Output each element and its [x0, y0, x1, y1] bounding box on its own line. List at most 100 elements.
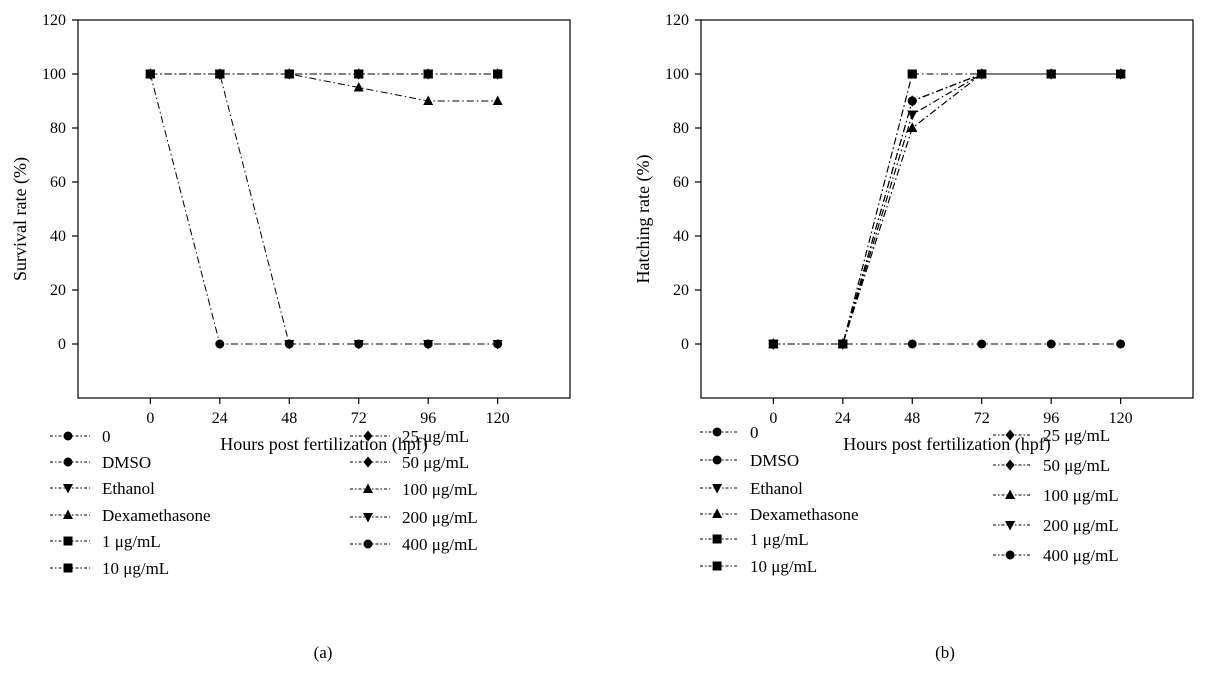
legend-marker [1005, 521, 1016, 531]
data-point [423, 339, 433, 349]
legend-marker [712, 455, 722, 465]
y-tick-label: 40 [50, 228, 66, 245]
x-tick-label: 96 [1043, 410, 1059, 427]
legend-entry: 200 μg/mL [993, 516, 1119, 535]
chart-panel-a: 0 20 40 60 80 100 120 0 24 48 72 96 120 Hours post fe… [10, 12, 571, 662]
data-point [214, 70, 225, 80]
legend-entry: 400 μg/mL [993, 546, 1119, 565]
series-4 [768, 68, 1126, 348]
series-line [150, 73, 498, 345]
series-6 [768, 69, 1126, 349]
series-line [773, 73, 1121, 345]
legend-entry: 1 μg/mL [50, 532, 161, 551]
legend-entry: 0 [700, 423, 759, 442]
legend-entry: Ethanol [50, 479, 155, 498]
legend-marker [1005, 459, 1015, 471]
legend-label: 400 μg/mL [1043, 546, 1119, 565]
legend-marker [363, 430, 373, 442]
x-tick-label: 24 [212, 410, 228, 427]
y-tick-label: 60 [673, 174, 689, 191]
legend-entry: 25 μg/mL [350, 427, 469, 446]
data-point [423, 95, 434, 105]
x-tick-label: 24 [835, 410, 851, 427]
legend-label: 100 μg/mL [1043, 486, 1119, 505]
y-tick-label: 60 [50, 174, 66, 191]
data-point [1046, 339, 1056, 349]
series-3 [145, 70, 503, 80]
data-point [977, 339, 987, 349]
legend-marker [712, 561, 722, 571]
legend-entry: 50 μg/mL [350, 453, 469, 472]
legend-entry: 25 μg/mL [993, 426, 1110, 445]
x-tick-label: 120 [1109, 410, 1133, 427]
series-10 [145, 70, 503, 350]
x-tick-label: 120 [486, 410, 510, 427]
legend-label: 25 μg/mL [1043, 426, 1110, 445]
legend-label: 0 [102, 427, 111, 446]
data-point [215, 339, 225, 349]
legend-marker [712, 427, 722, 437]
legend-marker [1005, 429, 1015, 441]
data-point [838, 339, 848, 349]
x-tick-label: 0 [769, 410, 777, 427]
legend-label: 25 μg/mL [402, 427, 469, 446]
y-tick-label: 0 [681, 336, 689, 353]
series-3 [768, 70, 1126, 350]
legend-label: 10 μg/mL [102, 559, 169, 578]
x-tick-label: 72 [351, 410, 367, 427]
data-point [354, 339, 364, 349]
series-5 [768, 69, 1126, 349]
legend-marker [63, 563, 73, 573]
series-line [149, 73, 498, 345]
legend-label: Ethanol [750, 479, 803, 498]
legend-entry: 50 μg/mL [993, 456, 1110, 475]
data-point [492, 68, 503, 78]
series-line [773, 73, 1121, 345]
legend: 0 DMSO Ethanol Dexamethasone 1 μg/mL 10 μg/mL… [700, 423, 1119, 576]
y-tick-label: 20 [673, 282, 689, 299]
legend-label: 100 μg/mL [402, 480, 478, 499]
data-point [284, 339, 294, 349]
y-tick-label: 20 [50, 282, 66, 299]
data-point [492, 95, 503, 105]
data-point [768, 339, 778, 349]
series-line [773, 73, 1121, 345]
data-point [353, 68, 364, 78]
y-axis-title: Survival rate (%) [10, 157, 31, 281]
legend-entry: 10 μg/mL [700, 557, 817, 576]
series-line [773, 73, 1121, 345]
x-axis-title: Hours post fertilization (hpf) [843, 434, 1050, 455]
legend-label: DMSO [102, 453, 151, 472]
x-tick-label: 48 [281, 410, 297, 427]
data-point [423, 68, 434, 78]
legend-entry: 1 μg/mL [700, 530, 809, 549]
y-axis-title: Hatching rate (%) [633, 155, 654, 284]
legend-entry: 10 μg/mL [50, 559, 169, 578]
series-line [773, 73, 1121, 345]
legend-label: 1 μg/mL [102, 532, 161, 551]
legend-marker [363, 539, 373, 549]
legend-label: Ethanol [102, 479, 155, 498]
data-point [284, 68, 295, 78]
data-point [1116, 339, 1126, 349]
plot-frame [77, 19, 571, 399]
legend-entry: DMSO [700, 451, 799, 470]
legend-entry: 100 μg/mL [993, 486, 1119, 505]
y-tick-label: 80 [50, 120, 66, 137]
legend-marker [363, 483, 373, 493]
data-point [353, 82, 364, 92]
y-tick-label: 40 [673, 228, 689, 245]
series-line [773, 73, 1121, 345]
data-point [493, 339, 503, 349]
y-tick-label: 0 [58, 336, 66, 353]
series-11 [768, 339, 1126, 349]
legend-marker [63, 536, 73, 546]
legend-entry: 100 μg/mL [350, 480, 478, 499]
series-2 [768, 69, 1126, 349]
series-11 [145, 69, 503, 349]
legend-entry: Dexamethasone [700, 505, 859, 524]
y-tick-label: 120 [665, 12, 689, 29]
legend-label: 50 μg/mL [1043, 456, 1110, 475]
legend-label: 400 μg/mL [402, 535, 478, 554]
legend-label: Dexamethasone [750, 505, 859, 524]
